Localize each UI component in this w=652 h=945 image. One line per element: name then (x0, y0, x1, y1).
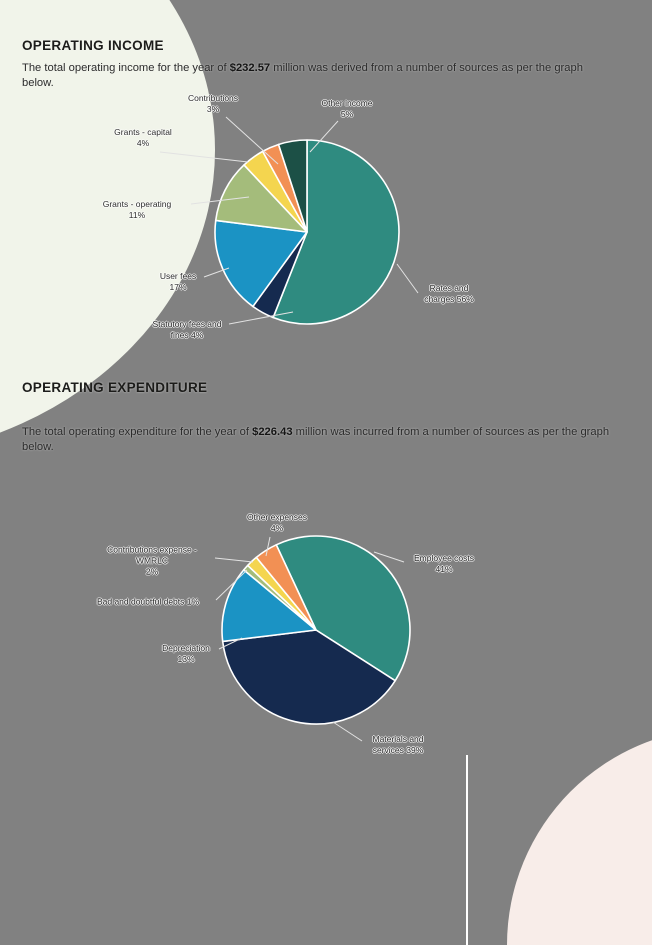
label-leader-line (218, 637, 243, 650)
pie-slice-other-expenses (255, 544, 317, 631)
income-paragraph-pre: The total operating income for the year … (22, 62, 230, 74)
operating-income-section: OPERATING INCOME The total operating inc… (22, 38, 610, 90)
expenditure-paragraph-post: million was incurred from a number of so… (22, 426, 610, 453)
label-leader-line (228, 311, 294, 325)
label-leader-line (190, 196, 250, 205)
label-leader-line (396, 263, 419, 294)
pie-slice-depreciation (221, 569, 317, 643)
pie-slice-rates-and-charges (272, 139, 400, 325)
operating-expenditure-section: OPERATING EXPENDITURE The total operatin… (22, 380, 610, 454)
operating-expenditure-title: OPERATING EXPENDITURE (22, 380, 208, 395)
label-leader-line (309, 120, 339, 153)
expenditure-amount: $226.43 (252, 426, 293, 438)
pie-slice-other-income (277, 139, 308, 233)
label-leader-line (332, 721, 363, 742)
income-paragraph-post: million was derived from a number of sou… (22, 62, 583, 89)
label-leader-line (225, 116, 279, 165)
label-leader-line (159, 151, 249, 163)
pie-slice-materials-and-services (221, 629, 396, 725)
label-leader-line (203, 267, 230, 278)
vertical-divider-line (466, 755, 468, 945)
label-leader-line (373, 551, 405, 563)
label-leader-line (265, 536, 271, 557)
label-leader-line (215, 569, 248, 601)
operating-income-title: OPERATING INCOME (22, 38, 164, 53)
income-amount: $232.57 (229, 62, 271, 74)
operating-income-paragraph: The total operating income for the year … (22, 61, 610, 90)
operating-expenditure-paragraph: The total operating expenditure for the … (22, 425, 610, 454)
expenditure-paragraph-pre: The total operating expenditure for the … (22, 426, 253, 438)
pie-slice-user-fees (214, 219, 308, 308)
label-leader-line (214, 557, 254, 563)
pie-slice-employee-costs (275, 535, 411, 682)
